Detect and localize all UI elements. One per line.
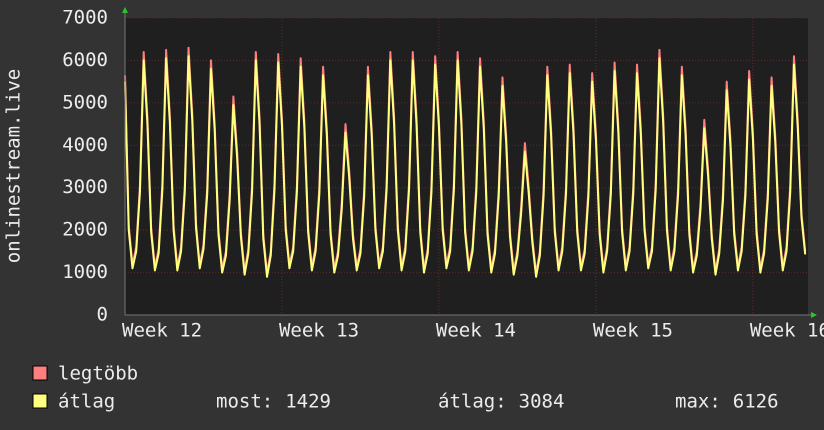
x-tick-label: Week 15 <box>593 320 673 342</box>
y-tick-label: 2000 <box>62 219 108 241</box>
y-tick-label: 1000 <box>62 261 108 283</box>
axis-arrow <box>811 312 817 318</box>
y-tick-label: 5000 <box>62 91 108 113</box>
stat-label: most: <box>216 391 273 413</box>
axis-arrow <box>122 7 128 13</box>
stat-value: 6126 <box>733 391 779 413</box>
y-tick-label: 7000 <box>62 7 108 29</box>
x-tick-label: Week 16 <box>750 320 824 342</box>
x-tick-label: Week 13 <box>279 320 359 342</box>
stat-value: 3084 <box>519 391 565 413</box>
y-axis-label: onlinestream.live <box>3 69 25 263</box>
x-tick-label: Week 12 <box>122 320 202 342</box>
stat-label: átlag: <box>438 391 507 413</box>
legend-label: átlag <box>58 391 115 413</box>
y-tick-label: 0 <box>97 304 108 326</box>
x-tick-label: Week 14 <box>436 320 516 342</box>
plot-area <box>125 18 808 315</box>
legend-label: legtöbb <box>58 363 138 385</box>
y-tick-label: 3000 <box>62 176 108 198</box>
stat-value: 1429 <box>285 391 331 413</box>
y-tick-label: 4000 <box>62 134 108 156</box>
series-line <box>124 55 807 278</box>
y-tick-label: 6000 <box>62 49 108 71</box>
stat-label: max: <box>675 391 721 413</box>
legend-swatch <box>32 393 48 409</box>
legend-swatch <box>32 365 48 381</box>
